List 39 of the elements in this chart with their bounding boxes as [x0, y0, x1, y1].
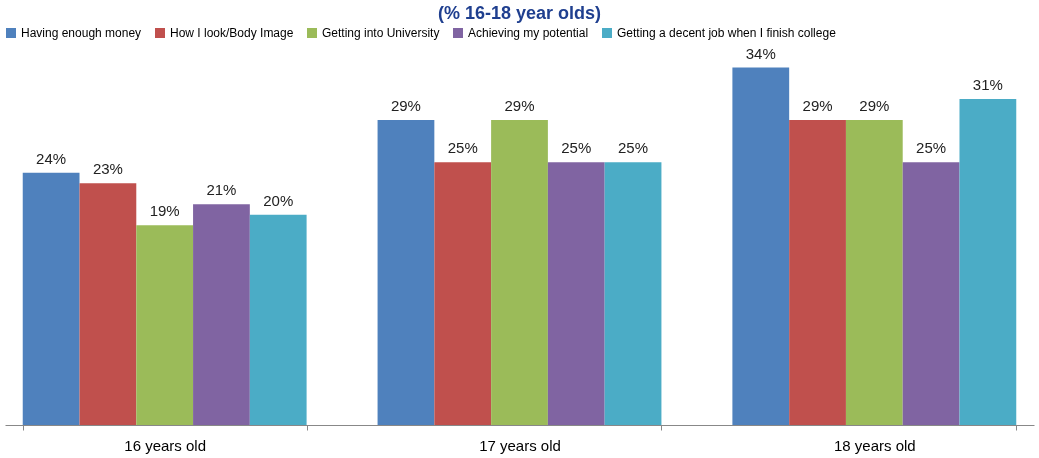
chart-title: (% 16-18 year olds) — [437, 3, 602, 23]
data-label: 29% — [390, 97, 421, 115]
data-label: 25% — [561, 139, 592, 157]
data-label: 20% — [263, 191, 294, 209]
data-label: 25% — [447, 139, 478, 157]
bar — [136, 225, 194, 425]
bar — [902, 162, 960, 425]
bar — [193, 204, 250, 425]
bar — [604, 162, 662, 425]
bar — [547, 162, 605, 425]
x-tick-label: 18 years old — [833, 436, 916, 454]
data-label: 23% — [92, 160, 123, 178]
bar — [22, 172, 80, 425]
data-label: 21% — [206, 181, 237, 199]
x-tick-label: 17 years old — [479, 436, 561, 454]
bar — [249, 214, 307, 425]
legend-label: Achieving my potential — [468, 26, 589, 40]
legend-label: How I look/Body Image — [170, 26, 294, 40]
legend-label: Getting a decent job when I finish college — [617, 26, 837, 40]
bar — [79, 183, 137, 425]
x-tick-label: 16 years old — [124, 436, 207, 454]
data-label: 34% — [745, 44, 776, 62]
bar — [491, 120, 548, 425]
legend-label: Getting into University — [322, 26, 440, 40]
data-label: 25% — [618, 139, 649, 157]
data-label: 29% — [504, 97, 535, 115]
bar — [434, 162, 492, 425]
data-label: 31% — [972, 76, 1003, 94]
bar — [845, 120, 903, 425]
legend-label: Having enough money — [21, 26, 142, 40]
data-label: 19% — [149, 202, 180, 220]
bar — [959, 99, 1017, 425]
bar — [732, 67, 790, 425]
bar — [789, 120, 846, 425]
data-label: 24% — [36, 149, 67, 167]
data-label: 29% — [859, 97, 890, 115]
bar — [377, 120, 435, 425]
data-label: 29% — [802, 97, 833, 115]
data-label: 25% — [916, 139, 947, 157]
